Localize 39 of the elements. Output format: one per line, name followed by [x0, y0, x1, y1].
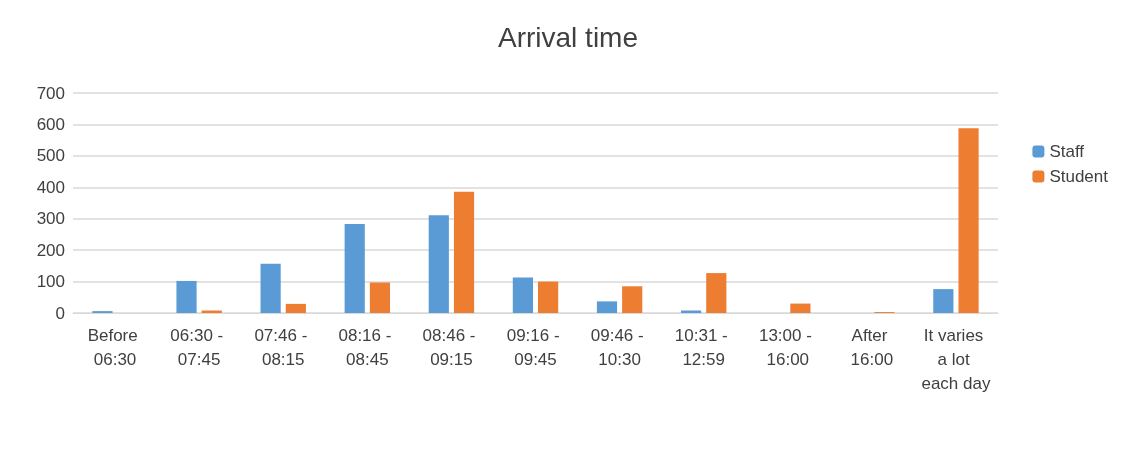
x-tick-label: 08:46 - 09:15	[422, 325, 481, 369]
x-tick-label: After 16:00	[850, 325, 894, 369]
y-tick-label: 400	[36, 177, 65, 197]
bar	[453, 191, 475, 313]
bar	[706, 273, 727, 313]
y-tick-label: 300	[36, 209, 65, 229]
bar	[933, 289, 954, 313]
bar	[201, 310, 222, 313]
bar	[596, 301, 618, 313]
x-tick-label: 09:46 - 10:30	[590, 325, 649, 369]
bar	[176, 280, 197, 313]
x-tick-label: 08:16 - 08:45	[338, 325, 397, 369]
bar	[622, 286, 643, 313]
bar	[344, 224, 365, 313]
y-tick-label: 500	[36, 146, 65, 166]
legend-label: Student	[1049, 167, 1109, 186]
bar	[512, 277, 533, 313]
bar	[790, 303, 811, 313]
y-tick-label: 200	[36, 240, 65, 260]
bar	[680, 310, 702, 313]
x-tick-label: 06:30 - 07:45	[170, 325, 228, 369]
bar	[260, 263, 281, 313]
bar	[958, 128, 979, 313]
bar	[285, 303, 306, 313]
x-tick-label: 13:00 - 16:00	[758, 325, 817, 369]
x-tick-label: 07:46 - 08:15	[254, 325, 313, 369]
legend-label: Staff	[1049, 142, 1085, 161]
x-tick-label: Before 06:30	[87, 325, 143, 369]
x-tick-label: It varies a lot each day	[921, 325, 991, 393]
y-tick-label: 700	[36, 83, 65, 103]
y-tick-label: 100	[36, 272, 65, 292]
x-tick-label: 09:16 - 09:45	[506, 325, 565, 369]
y-tick-label: 600	[36, 114, 65, 134]
x-tick-label: 10:31 - 12:59	[674, 325, 733, 369]
bar	[428, 215, 449, 313]
bar	[538, 281, 559, 313]
chart-title: Arrival time	[497, 21, 639, 53]
y-tick-label: 0	[55, 303, 65, 323]
bar	[369, 282, 391, 313]
